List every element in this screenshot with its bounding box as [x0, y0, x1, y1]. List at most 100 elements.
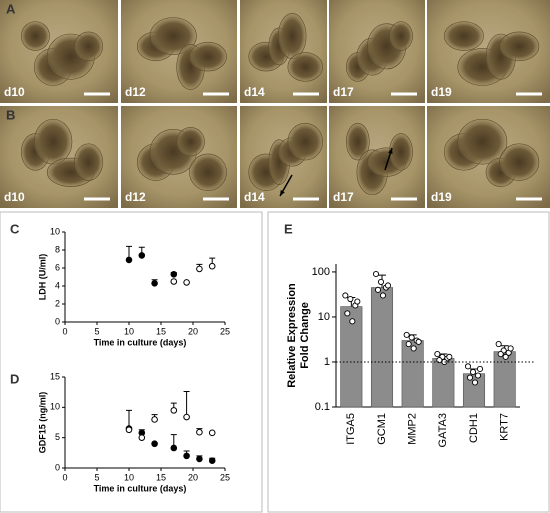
bar — [462, 373, 486, 408]
data-point — [469, 368, 477, 376]
x-tick-label: ITGA5 — [345, 413, 357, 445]
y-tick-label: 100 — [312, 266, 330, 278]
x-tick-label: KRT7 — [499, 413, 511, 441]
data-point — [446, 353, 453, 360]
data-point — [434, 350, 441, 358]
data-point — [474, 372, 482, 379]
x-tick-label: GCM1 — [376, 413, 388, 445]
y-tick-label: 5 — [55, 432, 60, 442]
data-point — [342, 292, 349, 299]
data-point — [170, 407, 178, 414]
panel-label: B — [6, 107, 15, 122]
day-label: d19 — [431, 85, 452, 99]
y-tick-label: 2 — [55, 298, 60, 308]
organoid — [33, 118, 73, 165]
day-label: d19 — [431, 190, 452, 204]
data-point — [464, 363, 472, 370]
day-label: d17 — [333, 85, 354, 99]
data-point — [476, 365, 484, 373]
data-point — [495, 341, 502, 348]
data-point — [471, 379, 479, 386]
data-point — [125, 426, 133, 434]
x-tick-label: 20 — [188, 326, 198, 336]
x-tick-label: MMP2 — [407, 413, 419, 445]
organoid — [74, 143, 103, 181]
organoid — [74, 31, 103, 62]
x-tick-label: 20 — [188, 472, 198, 482]
organoid — [345, 123, 370, 161]
data-point — [379, 292, 387, 299]
day-label: d14 — [244, 190, 265, 204]
x-axis-label: Time in culture (days) — [94, 337, 187, 347]
data-point — [354, 298, 361, 305]
data-point — [347, 295, 354, 303]
day-label: d14 — [244, 85, 265, 99]
organoid — [20, 21, 50, 51]
panel-label: A — [6, 1, 16, 16]
panel-label: E — [284, 221, 293, 236]
x-axis-label: Time in culture (days) — [94, 483, 187, 493]
data-point — [344, 310, 351, 317]
data-point — [125, 256, 133, 264]
x-tick-label: GATA3 — [437, 413, 449, 447]
organoid — [176, 127, 205, 157]
bar — [432, 358, 455, 408]
x-tick-label: 5 — [94, 472, 99, 482]
x-tick-label: 15 — [156, 326, 166, 336]
data-point — [183, 279, 190, 286]
y-tick-label: 0.1 — [315, 401, 330, 413]
x-tick-label: 0 — [62, 326, 67, 336]
data-point — [384, 282, 392, 289]
data-point — [170, 444, 178, 452]
organoid — [277, 13, 307, 60]
organoid — [443, 21, 484, 51]
day-label: d12 — [125, 190, 146, 204]
data-point — [349, 318, 356, 325]
organoid — [499, 143, 540, 181]
x-tick-label: 15 — [156, 472, 166, 482]
x-tick-label: 10 — [124, 326, 134, 336]
organoid — [499, 31, 540, 62]
y-tick-label: 0 — [55, 462, 60, 472]
x-tick-label: CDH1 — [468, 413, 480, 443]
y-axis-label: Relative Expression — [286, 283, 298, 388]
organoid — [389, 133, 413, 171]
data-point — [151, 416, 158, 423]
data-point — [138, 434, 146, 441]
arrow-head — [280, 190, 285, 196]
data-point — [208, 457, 216, 465]
data-point — [441, 358, 448, 366]
data-point — [196, 265, 203, 273]
y-tick-label: 6 — [55, 262, 60, 272]
y-tick-label: 0 — [55, 316, 60, 326]
panel-label: D — [10, 371, 19, 386]
bar — [370, 287, 394, 408]
data-point — [196, 455, 203, 463]
data-point — [208, 429, 216, 437]
data-point — [170, 271, 178, 278]
data-point — [374, 286, 382, 293]
arrow-head — [388, 148, 393, 154]
panel-frame — [267, 211, 550, 513]
x-tick-label: 0 — [62, 472, 67, 482]
y-axis-label: Fold Change — [299, 302, 311, 369]
data-point — [372, 270, 380, 278]
y-axis-label: GDF15 (ng/ml) — [37, 392, 47, 454]
panel-frame — [0, 211, 263, 513]
y-tick-label: 10 — [50, 402, 60, 412]
organoid — [149, 17, 197, 55]
data-point — [183, 413, 190, 421]
data-point — [410, 345, 417, 352]
data-point — [183, 452, 190, 460]
organoid — [287, 123, 323, 161]
bar — [493, 351, 516, 408]
error-bar — [183, 391, 190, 418]
organoid — [389, 21, 413, 51]
y-tick-label: 15 — [50, 371, 60, 381]
y-tick-label: 4 — [55, 280, 60, 290]
day-label: d10 — [4, 190, 25, 204]
day-label: d10 — [4, 85, 25, 99]
organoid — [189, 153, 227, 191]
panel-label: C — [10, 221, 20, 236]
organoid — [287, 52, 323, 82]
